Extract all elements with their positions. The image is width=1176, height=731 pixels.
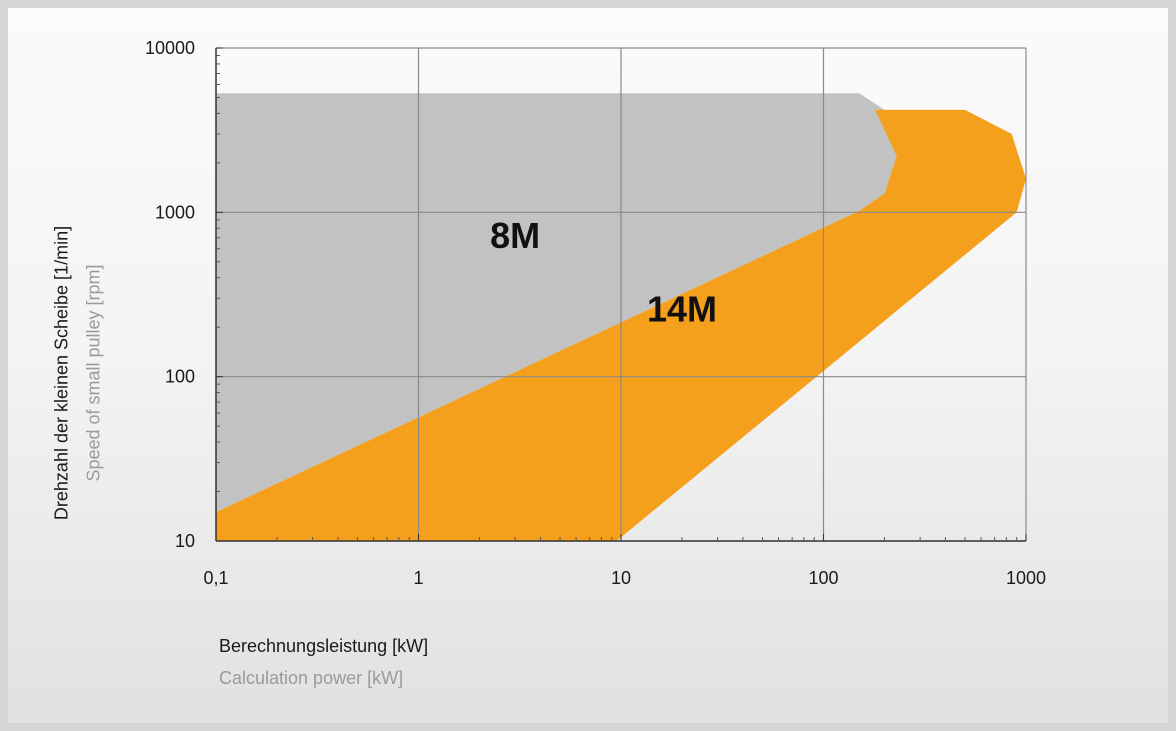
x-tick-label: 10 [611, 568, 631, 588]
area-8m [216, 93, 897, 513]
series-label-8m: 8M [490, 215, 540, 256]
x-tick-label: 1000 [1006, 568, 1046, 588]
y-tick-label: 10000 [145, 38, 195, 58]
y-tick-label: 1000 [155, 202, 195, 222]
y-tick-label: 100 [165, 367, 195, 387]
y-tick-label: 10 [175, 531, 195, 551]
y-axis-label-secondary: Speed of small pulley [rpm] [83, 264, 104, 482]
series-label-14m: 14M [647, 288, 717, 329]
y-axis-label: Drehzahl der kleinen Scheibe [1/min] [51, 225, 72, 521]
x-tick-label: 100 [808, 568, 838, 588]
x-tick-label: 1 [413, 568, 423, 588]
x-tick-label: 0,1 [203, 568, 228, 588]
x-axis-label: Berechnungsleistung [kW] [219, 636, 429, 656]
x-axis-label-secondary: Calculation power [kW] [219, 668, 404, 688]
